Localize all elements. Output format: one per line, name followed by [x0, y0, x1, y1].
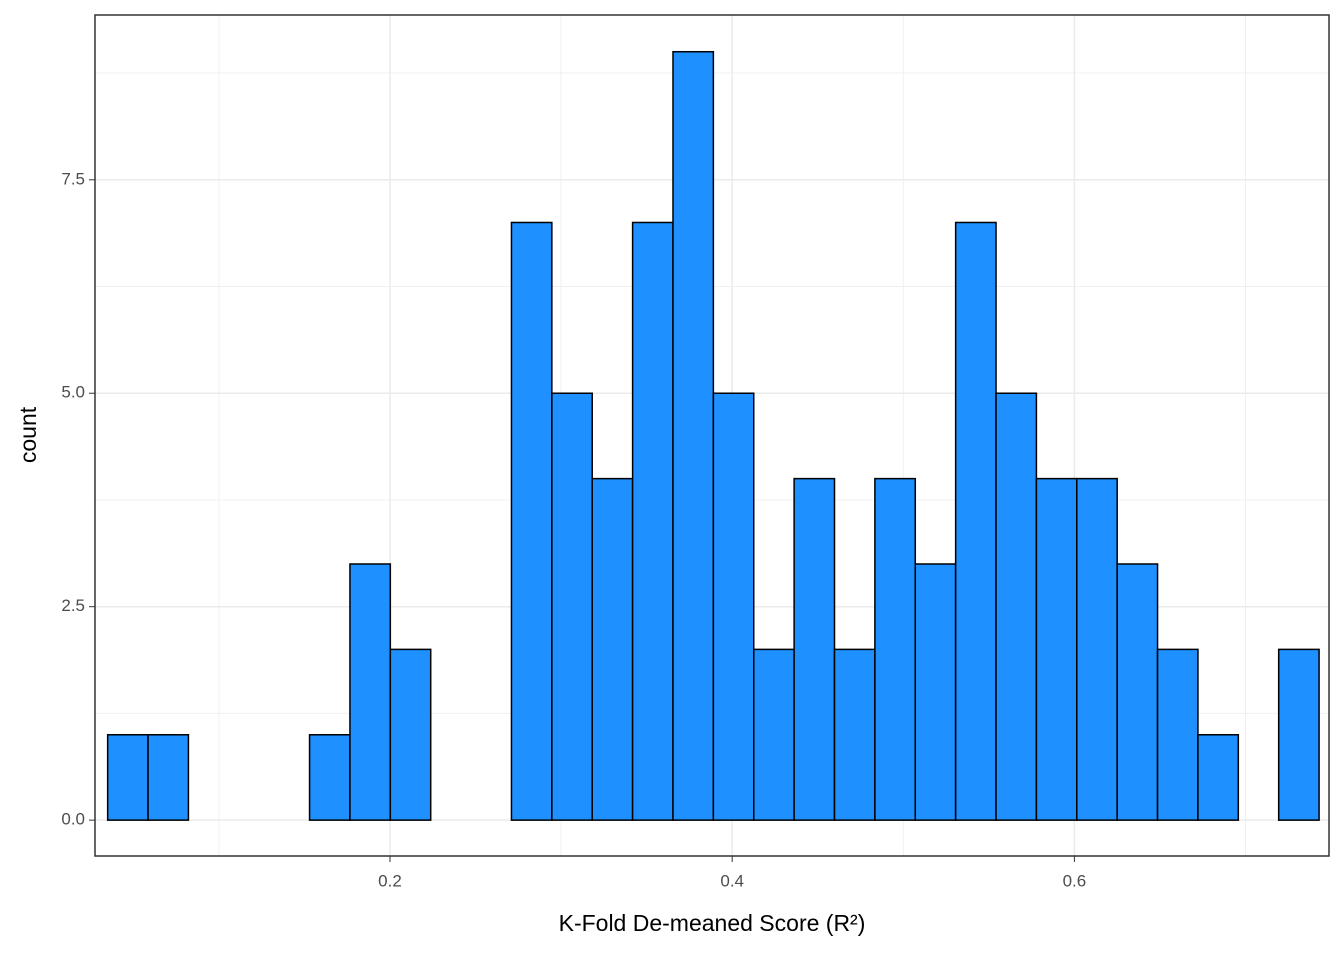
bar	[510, 221, 553, 821]
bar	[1076, 477, 1118, 821]
bar	[752, 648, 795, 821]
bar	[672, 50, 715, 821]
y-tick-label: 7.5	[61, 169, 85, 188]
x-tick-label: 0.2	[378, 871, 402, 890]
x-axis-title: K-Fold De-meaned Score (R²)	[559, 910, 866, 936]
bar	[551, 392, 593, 821]
bar	[793, 477, 836, 821]
bar	[874, 477, 917, 821]
bar	[712, 392, 755, 821]
bar	[389, 648, 432, 821]
bar	[1197, 734, 1240, 821]
bar	[995, 392, 1038, 821]
y-tick-label: 2.5	[61, 596, 85, 615]
bar	[591, 477, 634, 821]
bar	[349, 563, 392, 821]
bar	[106, 734, 149, 821]
bar	[147, 734, 190, 821]
y-tick-label: 0.0	[61, 810, 85, 829]
y-axis-title: count	[15, 406, 41, 463]
bar	[833, 648, 876, 821]
bar	[631, 221, 674, 821]
bar	[1156, 648, 1199, 821]
bar	[308, 734, 351, 821]
x-tick-label: 0.4	[720, 871, 744, 890]
bar	[1277, 648, 1320, 821]
y-tick-label: 5.0	[61, 383, 85, 402]
bar	[954, 221, 997, 821]
bar	[1035, 477, 1078, 821]
bar	[914, 563, 957, 821]
x-tick-label: 0.6	[1063, 871, 1087, 890]
panel-border	[94, 14, 1330, 857]
bar	[1116, 563, 1159, 821]
